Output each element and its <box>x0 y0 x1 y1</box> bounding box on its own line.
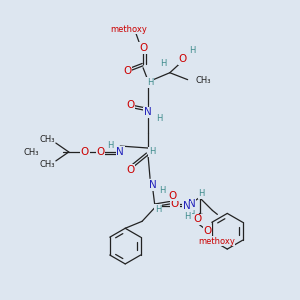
Text: N: N <box>183 202 190 212</box>
Text: O: O <box>123 66 131 76</box>
Text: H: H <box>198 189 205 198</box>
Text: O: O <box>126 165 134 175</box>
Text: O: O <box>80 147 89 157</box>
Text: H: H <box>184 212 191 221</box>
Text: N: N <box>188 200 196 209</box>
Text: O: O <box>178 54 187 64</box>
Text: H: H <box>107 140 114 149</box>
Text: O: O <box>171 200 179 209</box>
Text: O: O <box>194 214 202 224</box>
Text: H: H <box>156 114 162 123</box>
Text: H: H <box>149 148 155 157</box>
Text: N: N <box>149 180 157 190</box>
Text: H: H <box>155 205 161 214</box>
Text: O: O <box>126 100 134 110</box>
Text: methoxy: methoxy <box>198 237 235 246</box>
Text: O: O <box>96 147 105 157</box>
Text: N: N <box>144 107 152 117</box>
Text: H: H <box>160 59 166 68</box>
Text: CH₃: CH₃ <box>39 160 55 169</box>
Text: H: H <box>159 186 165 195</box>
Text: CH₃: CH₃ <box>23 148 39 158</box>
Text: H: H <box>189 46 196 56</box>
Text: N: N <box>116 147 124 157</box>
Text: CH₃: CH₃ <box>196 76 211 85</box>
Text: H: H <box>147 78 153 87</box>
Text: O: O <box>139 43 147 53</box>
Text: methoxy: methoxy <box>110 25 147 34</box>
Text: O: O <box>169 190 177 201</box>
Text: CH₃: CH₃ <box>39 135 55 144</box>
Text: H: H <box>188 210 195 219</box>
Text: O: O <box>203 226 211 236</box>
